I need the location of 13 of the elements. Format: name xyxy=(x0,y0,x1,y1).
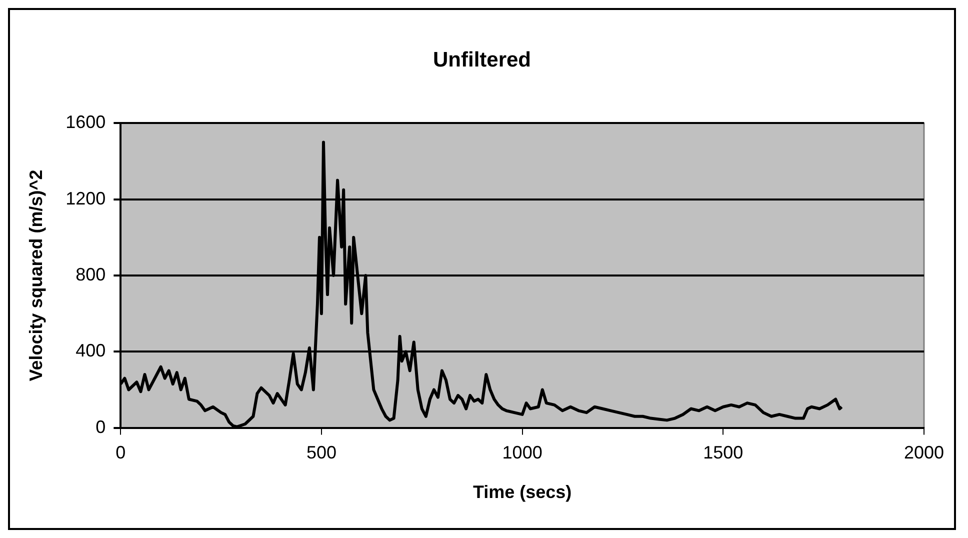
y-tick-label: 1200 xyxy=(66,188,106,208)
x-tick-label: 1000 xyxy=(502,442,542,463)
y-axis-title: Velocity squared (m/s)^2 xyxy=(26,170,46,382)
chart-title: Unfiltered xyxy=(432,48,532,72)
x-axis-title: Time (secs) xyxy=(472,482,572,502)
y-tick-label: 0 xyxy=(96,416,106,437)
y-tick-label: 400 xyxy=(76,340,106,361)
y-tick-label: 1600 xyxy=(66,112,106,132)
x-tick-label: 0 xyxy=(116,442,126,463)
x-tick-label: 1500 xyxy=(703,442,744,463)
x-tick-label: 500 xyxy=(306,442,336,463)
x-tick-label: 2000 xyxy=(904,442,944,463)
y-tick-label: 800 xyxy=(76,264,106,284)
